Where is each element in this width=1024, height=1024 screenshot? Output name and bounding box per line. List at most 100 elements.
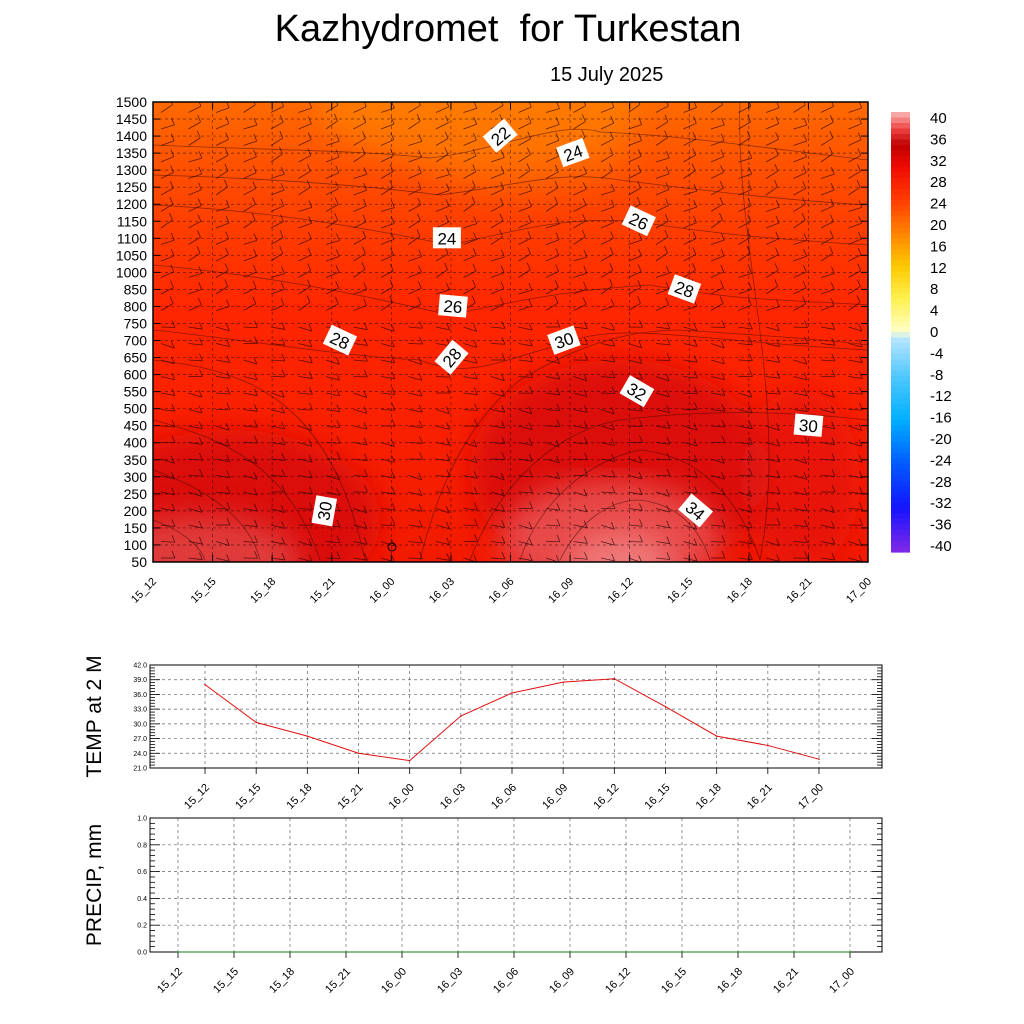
x-tick-label: 16_03	[435, 966, 465, 996]
data-point	[767, 744, 769, 747]
y-tick-label: 39.0	[133, 677, 147, 684]
colorbar-tick-label: -16	[930, 410, 952, 427]
contour-label: 24	[556, 137, 590, 168]
y-tick-label: 1250	[116, 179, 147, 195]
y-tick-label: 1100	[117, 230, 147, 246]
y-tick-label: 1300	[116, 162, 147, 178]
y-tick-label: 36.0	[133, 692, 147, 699]
data-point	[177, 951, 179, 953]
colorbar-tick-label: -28	[930, 474, 952, 491]
x-tick-label: 15_21	[308, 576, 338, 606]
contour-label: 30	[547, 325, 581, 355]
chart-title: Kazhydromet for Turkestan	[274, 8, 742, 50]
y-tick-label: 0.4	[137, 896, 147, 903]
y-tick-label: 850	[124, 281, 148, 297]
x-tick-label: 16_09	[547, 966, 577, 996]
data-point	[511, 692, 513, 694]
data-point	[289, 951, 291, 953]
colorbar-tick-label: 0	[930, 324, 938, 341]
y-tick-label: 1350	[116, 145, 147, 161]
svg-text:30: 30	[314, 500, 336, 522]
y-tick-label: 24.0	[133, 751, 147, 758]
data-point	[613, 677, 616, 680]
x-tick-label: 16_12	[591, 782, 621, 812]
x-tick-label: 15_21	[336, 782, 366, 812]
data-point	[818, 758, 820, 760]
y-tick-label: 30.0	[133, 721, 147, 728]
x-tick-label: 15_15	[211, 966, 241, 996]
x-tick-label: 16_09	[546, 576, 576, 606]
x-tick-label: 16_18	[715, 966, 745, 996]
y-tick-label: 42.0	[133, 663, 147, 670]
data-point	[715, 735, 718, 737]
colorbar-tick-label: -24	[930, 452, 952, 469]
data-point	[569, 951, 571, 953]
colorbar-tick-label: 40	[930, 110, 947, 127]
x-tick-label: 16_00	[379, 966, 409, 996]
y-tick-label: 150	[124, 520, 148, 536]
y-tick-label: 800	[124, 298, 148, 314]
y-tick-label: 250	[124, 486, 148, 502]
y-tick-label: 450	[124, 418, 148, 434]
x-tick-label: 16_03	[427, 576, 457, 606]
colorbar-tick-label: -20	[930, 431, 952, 448]
data-point	[681, 951, 683, 953]
x-tick-label: 16_21	[771, 966, 801, 996]
x-tick-label: 15_15	[189, 576, 219, 606]
y-tick-label: 300	[124, 469, 148, 485]
x-tick-label: 16_18	[725, 576, 755, 606]
y-tick-label: 1.0	[137, 816, 147, 823]
x-tick-label: 16_06	[487, 576, 517, 606]
colorbar-tick-label: -36	[930, 517, 952, 534]
precip-panel: 0.0 0.2 0.4 0.6 0.8 1.0 15_12 15_15 15_18 15_21 16…	[83, 816, 883, 996]
data-point	[408, 759, 411, 762]
data-point	[664, 705, 667, 708]
data-point	[849, 951, 851, 953]
colorbar-tick-label: 24	[930, 196, 947, 213]
x-tick-label: 15_21	[323, 966, 353, 996]
y-tick-label: 500	[124, 401, 148, 417]
y-tick-label: 200	[124, 503, 148, 519]
y-tick-label: 1500	[116, 94, 147, 110]
y-tick-label: 0.2	[137, 923, 147, 930]
x-tick-label: 16_15	[665, 576, 695, 606]
x-tick-label: 15_15	[233, 782, 263, 812]
x-tick-label: 16_15	[659, 966, 689, 996]
data-point	[737, 951, 739, 953]
y-axis-title: PRECIP, mm	[83, 824, 106, 946]
svg-text:24: 24	[437, 229, 456, 248]
data-point	[625, 951, 627, 953]
y-tick-label: 1400	[116, 128, 147, 144]
data-point	[204, 683, 206, 686]
colorbar-tick-label: 4	[930, 303, 938, 320]
y-tick-label: 21.0	[133, 766, 147, 773]
y-tick-label: 1200	[116, 196, 147, 212]
y-tick-label: 1050	[116, 247, 147, 263]
y-tick-label: 400	[124, 435, 148, 451]
x-tick-label: 15_12	[182, 782, 212, 812]
y-tick-label: 1450	[116, 111, 147, 127]
data-point	[457, 951, 459, 953]
colorbar-tick-label: 8	[930, 281, 938, 298]
x-tick-label: 15_18	[284, 782, 314, 812]
colorbar-tick-label: -8	[930, 367, 943, 384]
colorbar-tick-label: 20	[930, 217, 947, 234]
x-tick-label: 15_12	[129, 576, 159, 606]
x-tick-label: 16_00	[387, 782, 417, 812]
data-point	[460, 715, 462, 717]
colorbar-tick-label: -40	[930, 538, 952, 555]
x-tick-label: 15_12	[155, 966, 185, 996]
svg-text:26: 26	[443, 297, 464, 318]
colorbar: 4036322824201612840-4-8-12-16-20-24-28-3…	[891, 110, 952, 555]
y-tick-label: 27.0	[133, 736, 147, 743]
x-tick-label: 16_21	[784, 576, 814, 606]
x-tick-label: 16_09	[540, 782, 570, 812]
colorbar-tick-label: -12	[930, 388, 952, 405]
data-point	[513, 951, 515, 953]
x-tick-label: 16_06	[489, 782, 519, 812]
y-tick-label: 0.8	[137, 842, 147, 849]
colorbar-tick-label: -4	[930, 345, 943, 362]
y-tick-label: 750	[124, 315, 148, 331]
temp-2m-panel: 21.0 24.0 27.0 30.0 33.0 36.0 39.0 42.0 15_12 15_…	[83, 655, 883, 812]
y-tick-label: 50	[131, 554, 147, 570]
